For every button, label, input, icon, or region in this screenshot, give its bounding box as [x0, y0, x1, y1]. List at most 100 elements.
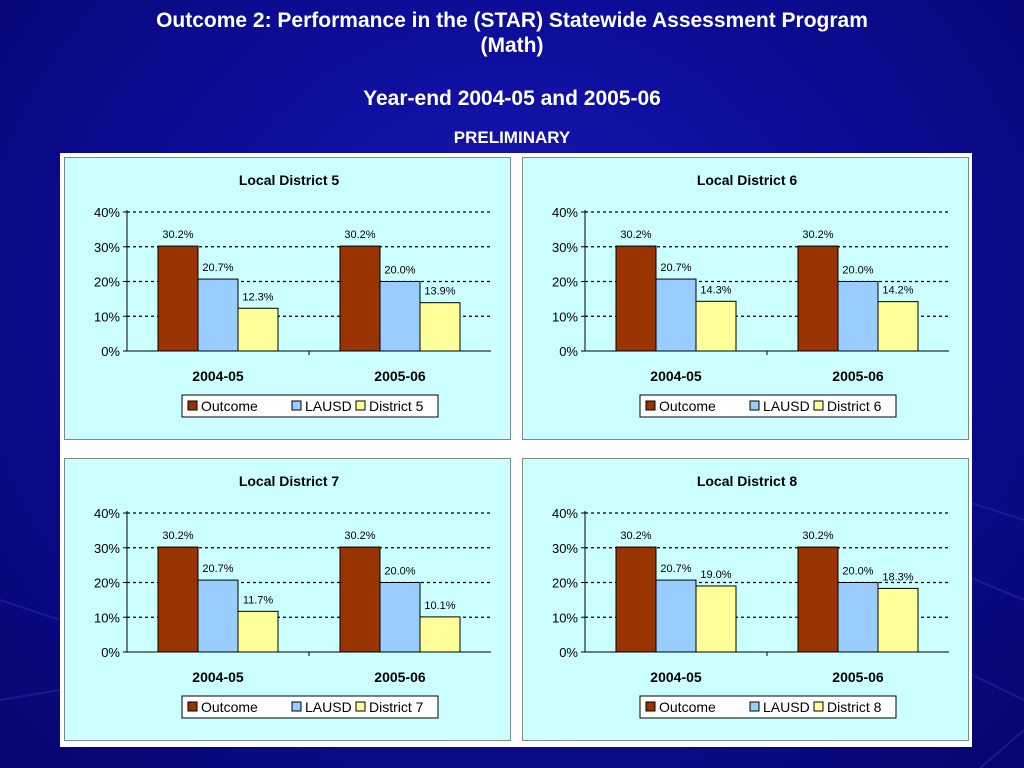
- legend-swatch: [187, 400, 198, 411]
- legend-box: [639, 394, 897, 418]
- bar-lausd: [655, 278, 697, 352]
- x-category-label: 2004-05: [192, 669, 244, 685]
- y-tick-label: 30%: [552, 541, 578, 556]
- chart-panel-district-5: Local District 5 0% 10% 20% 30% 40% 30.2% 20.7%…: [64, 157, 511, 440]
- y-tick-label: 30%: [94, 541, 120, 556]
- slide-subtitle: Year-end 2004-05 and 2005-06: [363, 87, 661, 110]
- y-tick-label: 10%: [552, 610, 578, 625]
- y-tick-label: 20%: [94, 275, 120, 290]
- data-label: 30.2%: [620, 229, 651, 241]
- bar-lausd: [837, 582, 879, 653]
- y-tick-label: 20%: [94, 576, 120, 591]
- slide-title-line2: (Math): [480, 34, 544, 57]
- y-tick-label: 40%: [94, 506, 120, 521]
- y-tick-label: 40%: [94, 205, 120, 220]
- data-label: 18.3%: [882, 571, 913, 583]
- y-tick-label: 40%: [552, 506, 578, 521]
- data-label: 10.1%: [424, 600, 455, 612]
- bar-district-8: [695, 585, 737, 653]
- legend-label: District 5: [369, 398, 424, 414]
- chart-panel-district-8: Local District 8 0% 10% 20% 30% 40% 30.2% 20.7%…: [522, 458, 969, 741]
- data-label: 20.0%: [384, 566, 415, 578]
- data-label: 11.7%: [243, 594, 274, 606]
- bar-outcome: [615, 245, 657, 352]
- bar-outcome: [797, 245, 839, 352]
- y-tick-label: 30%: [552, 240, 578, 255]
- chart-svg-district-5: Local District 5 0% 10% 20% 30% 40% 30.2% 20.7%…: [94, 172, 491, 418]
- legend-swatch: [645, 701, 656, 712]
- data-label: 20.7%: [202, 262, 233, 274]
- bar-district-6: [695, 300, 737, 352]
- legend-label: LAUSD: [305, 398, 352, 414]
- data-label: 30.2%: [620, 530, 651, 542]
- bar-lausd: [379, 582, 421, 653]
- bar-district-7: [419, 616, 461, 653]
- legend-box: [639, 695, 897, 719]
- legend-label: LAUSD: [763, 398, 810, 414]
- y-tick-label: 40%: [552, 205, 578, 220]
- legend-label: Outcome: [201, 398, 258, 414]
- chart-title: Local District 6: [697, 172, 798, 188]
- x-category-label: 2004-05: [650, 368, 702, 384]
- legend-swatch: [749, 701, 760, 712]
- bar-district-5: [419, 302, 461, 352]
- legend-label: LAUSD: [305, 699, 352, 715]
- legend-swatch: [291, 701, 302, 712]
- legend-swatch: [291, 400, 302, 411]
- bar-lausd: [655, 579, 697, 653]
- bar-outcome: [339, 245, 381, 352]
- x-category-label: 2005-06: [832, 368, 884, 384]
- x-category-label: 2005-06: [374, 669, 426, 685]
- chart-title: Local District 8: [697, 473, 798, 489]
- y-tick-label: 0%: [559, 344, 578, 359]
- chart-title: Local District 7: [239, 473, 340, 489]
- chart-title: Local District 5: [239, 172, 340, 188]
- data-label: 30.2%: [162, 530, 193, 542]
- data-label: 20.0%: [842, 265, 873, 277]
- bar-district-8: [877, 587, 919, 653]
- data-label: 14.2%: [882, 285, 913, 297]
- legend-label: Outcome: [659, 398, 716, 414]
- bar-district-6: [877, 301, 919, 352]
- chart-svg-district-8: Local District 8 0% 10% 20% 30% 40% 30.2% 20.7%…: [552, 473, 949, 719]
- bar-outcome: [615, 546, 657, 653]
- data-label: 20.7%: [660, 563, 691, 575]
- charts-container: Local District 5 0% 10% 20% 30% 40% 30.2% 20.7%…: [60, 153, 972, 747]
- slide-title-line1: Outcome 2: Performance in the (STAR) Sta…: [156, 9, 868, 32]
- bar-lausd: [197, 579, 239, 653]
- y-tick-label: 10%: [94, 610, 120, 625]
- data-label: 20.0%: [842, 566, 873, 578]
- x-category-label: 2005-06: [374, 368, 426, 384]
- y-tick-label: 0%: [101, 645, 120, 660]
- bar-lausd: [837, 281, 879, 352]
- y-tick-label: 10%: [94, 309, 120, 324]
- data-label: 12.3%: [242, 291, 273, 303]
- data-label: 19.0%: [700, 569, 731, 581]
- data-label: 30.2%: [802, 229, 833, 241]
- data-label: 13.9%: [424, 286, 455, 298]
- data-label: 30.2%: [162, 229, 193, 241]
- bar-district-5: [237, 307, 279, 352]
- y-tick-label: 20%: [552, 576, 578, 591]
- slide-title: Outcome 2: Performance in the (STAR) Sta…: [0, 8, 1024, 58]
- data-label: 14.3%: [700, 284, 731, 296]
- legend-label: Outcome: [659, 699, 716, 715]
- bar-lausd: [197, 278, 239, 352]
- data-label: 30.2%: [344, 229, 375, 241]
- y-tick-label: 0%: [559, 645, 578, 660]
- data-label: 20.0%: [384, 265, 415, 277]
- bar-outcome: [797, 546, 839, 653]
- data-label: 20.7%: [660, 262, 691, 274]
- legend-swatch: [813, 701, 824, 712]
- x-category-label: 2004-05: [192, 368, 244, 384]
- bar-lausd: [379, 281, 421, 352]
- chart-svg-district-6: Local District 6 0% 10% 20% 30% 40% 30.2% 20.7%…: [552, 172, 949, 418]
- data-label: 30.2%: [344, 530, 375, 542]
- y-tick-label: 20%: [552, 275, 578, 290]
- y-tick-label: 30%: [94, 240, 120, 255]
- legend-swatch: [187, 701, 198, 712]
- legend-label: District 8: [827, 699, 882, 715]
- x-category-label: 2004-05: [650, 669, 702, 685]
- chart-svg-district-7: Local District 7 0% 10% 20% 30% 40% 30.2% 20.7%…: [94, 473, 491, 719]
- bar-outcome: [157, 546, 199, 653]
